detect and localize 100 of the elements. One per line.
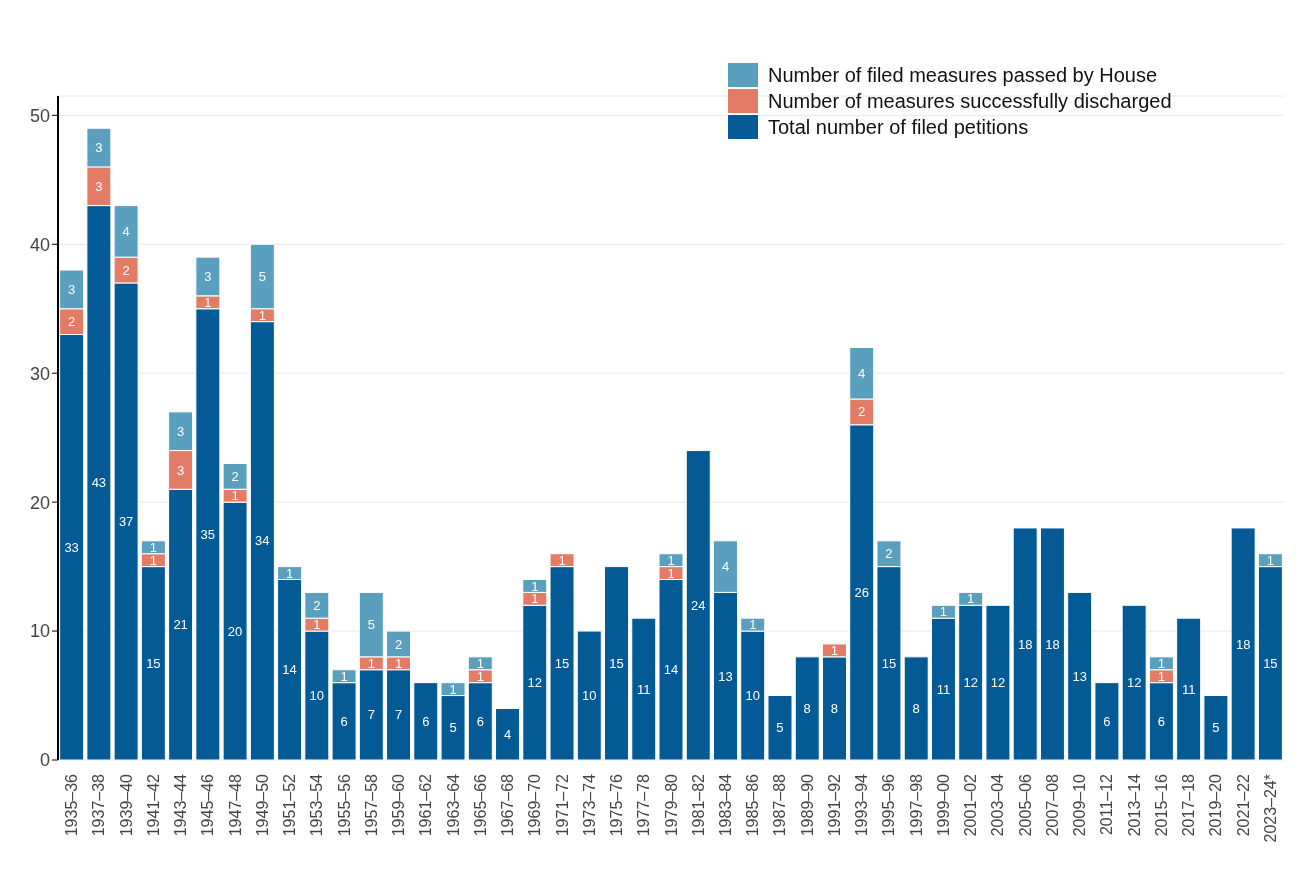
y-tick-label: 30 (29, 363, 50, 384)
data-label: 1 (367, 655, 375, 671)
bar (1039, 527, 1065, 760)
x-tick-label: 1999–00 (934, 773, 952, 837)
data-label: 1 (204, 294, 212, 310)
data-label: 43 (91, 475, 107, 491)
data-label: 35 (200, 526, 216, 542)
data-label: 14 (282, 662, 297, 678)
x-tick-label: 1935–36 (63, 773, 81, 837)
x-tick-label: 2011–12 (1098, 773, 1116, 836)
data-label: 20 (227, 623, 243, 639)
bar (1121, 604, 1147, 760)
bar (604, 566, 630, 760)
data-label: 4 (122, 223, 130, 239)
data-label: 1 (667, 552, 675, 568)
data-label: 15 (609, 655, 624, 671)
data-label: 2 (313, 597, 321, 613)
x-tick-label: 1943–44 (172, 773, 190, 837)
x-tick-label: 1953–54 (308, 773, 326, 837)
data-label: 6 (422, 713, 430, 729)
x-tick-label: 1983–84 (716, 773, 734, 837)
bar (1094, 682, 1120, 760)
x-tick-label: 2007–08 (1043, 773, 1061, 837)
data-label: 1 (531, 591, 539, 607)
x-tick-label: 1941–42 (144, 773, 162, 837)
data-label: 1 (231, 488, 239, 504)
x-tick-label: 2005–06 (1016, 773, 1034, 837)
data-label: 1 (830, 643, 839, 659)
data-label: 4 (503, 726, 512, 742)
x-tick-label: 1997–98 (907, 773, 925, 837)
data-label: 2 (858, 404, 866, 420)
data-label: 6 (1103, 713, 1111, 729)
x-tick-label: 1961–62 (417, 773, 435, 837)
x-tick-label: 2021–22 (1234, 773, 1252, 837)
x-tick-label: 1937–38 (90, 773, 108, 837)
x-tick-label: 1951–52 (281, 773, 299, 837)
data-label: 8 (912, 701, 920, 717)
x-tick-label: 1963–64 (444, 773, 462, 837)
data-label: 18 (1235, 636, 1251, 652)
data-label: 1 (149, 552, 157, 568)
bar (985, 604, 1011, 760)
data-label: 3 (177, 423, 185, 439)
bar (1012, 527, 1038, 760)
data-label: 2 (231, 468, 239, 484)
data-label: 33 (64, 539, 79, 555)
data-label: 10 (309, 688, 325, 704)
data-label: 24 (691, 597, 706, 613)
data-label: 3 (177, 462, 185, 478)
data-label: 12 (1126, 675, 1142, 691)
data-label: 6 (476, 713, 484, 729)
data-label: 13 (718, 668, 733, 684)
data-label: 1 (258, 307, 266, 323)
data-label: 1 (1266, 552, 1275, 568)
data-label: 1 (558, 552, 566, 568)
data-label: 7 (367, 707, 375, 723)
x-tick-label: 1995–96 (880, 773, 898, 837)
data-label: 12 (527, 675, 543, 691)
x-tick-label: 1977–78 (635, 773, 653, 837)
x-tick-label: 1959–60 (390, 773, 408, 837)
x-tick-label: 2001–02 (962, 773, 980, 837)
data-label: 5 (258, 269, 266, 285)
data-label: 5 (1212, 720, 1220, 736)
data-label: 5 (776, 720, 784, 736)
bar (794, 656, 820, 760)
x-tick-label: 1957–58 (362, 773, 380, 837)
data-label: 18 (1045, 636, 1060, 652)
data-label: 1 (939, 604, 948, 620)
data-label: 3 (95, 178, 103, 194)
data-label: 3 (95, 140, 103, 156)
y-tick-label: 20 (29, 492, 50, 513)
data-label: 4 (858, 365, 866, 381)
data-label: 8 (803, 701, 811, 717)
bar (1176, 617, 1202, 760)
data-label: 11 (936, 681, 951, 697)
x-tick-label: 1985–86 (744, 773, 762, 837)
x-tick-label: 1989–90 (798, 773, 816, 837)
x-tick-label: 1991–92 (825, 773, 843, 837)
data-label: 7 (394, 707, 403, 723)
data-label: 1 (1157, 655, 1166, 671)
data-label: 4 (721, 559, 730, 575)
data-label: 2 (122, 262, 130, 278)
bar (685, 450, 711, 760)
legend-label: Number of filed measures passed by House (768, 63, 1158, 87)
bar (413, 682, 439, 760)
x-tick-label: 2003–04 (989, 773, 1007, 837)
x-tick-label: 2015–16 (1152, 773, 1170, 837)
x-tick-label: 1969–70 (526, 773, 544, 837)
data-label: 34 (255, 533, 270, 549)
data-label: 12 (990, 675, 1006, 691)
data-label: 1 (667, 565, 675, 581)
x-tick-label: 1967–68 (499, 773, 517, 837)
x-tick-label: 1981–82 (689, 773, 707, 837)
data-label: 3 (68, 282, 76, 298)
x-tick-label: 1945–46 (199, 773, 217, 837)
x-tick-label: 1993–94 (853, 773, 871, 837)
x-tick-label: 1939–40 (117, 773, 135, 837)
data-label: 1 (149, 539, 157, 555)
bar (1067, 591, 1093, 760)
data-label: 15 (146, 655, 161, 671)
data-label: 6 (1157, 713, 1166, 729)
